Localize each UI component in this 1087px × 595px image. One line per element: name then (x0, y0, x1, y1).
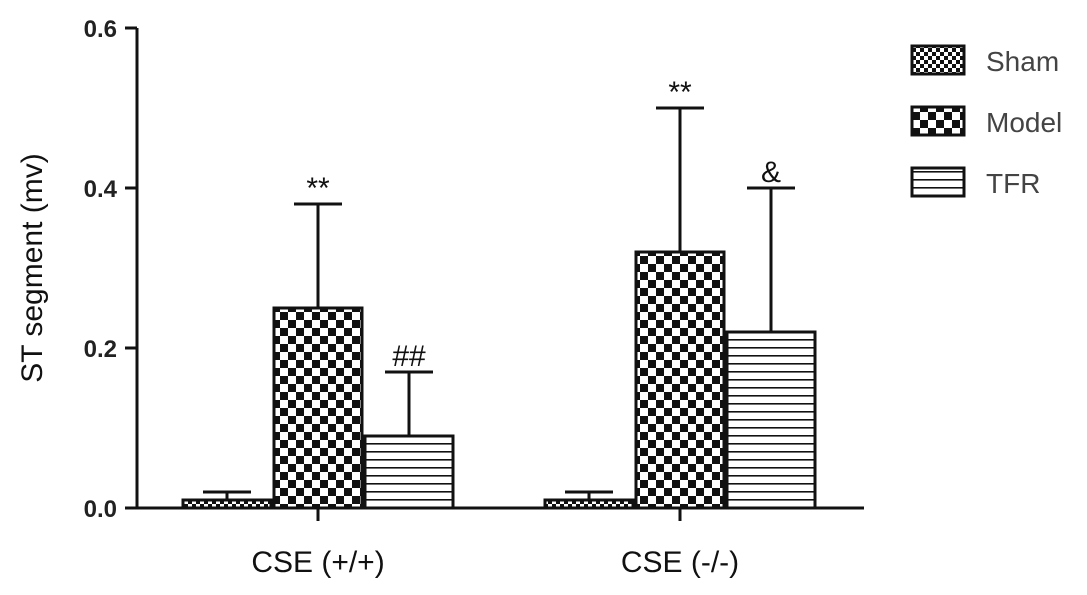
legend: Sham Model TFR (910, 44, 1062, 199)
bar (272, 306, 364, 510)
significance-label: ** (306, 172, 330, 205)
bar (725, 330, 817, 510)
significance-label: ** (668, 76, 692, 109)
bar-group (181, 490, 273, 510)
bar (363, 434, 455, 510)
legend-item: Model (910, 105, 1062, 138)
bar-group: & (725, 156, 817, 510)
y-axis-title: ST segment (mv) (16, 153, 49, 383)
y-tick-label: 0.2 (84, 336, 117, 363)
legend-swatch (910, 166, 966, 198)
bar-group: ** (272, 172, 364, 510)
y-tick-label: 0.6 (84, 16, 117, 43)
y-tick-label: 0.0 (84, 496, 117, 523)
bars: ** ## ** & (181, 76, 817, 510)
bar-group: ** (634, 76, 726, 510)
bar-group (543, 490, 635, 510)
significance-label: & (761, 156, 781, 189)
bar-group: ## (363, 340, 455, 510)
legend-swatch (910, 105, 966, 137)
x-category-label: CSE (+/+) (251, 546, 384, 579)
legend-label: Sham (986, 46, 1059, 77)
legend-swatch (910, 44, 966, 76)
legend-item: TFR (910, 166, 1040, 199)
x-axis-labels: CSE (+/+) CSE (-/-) (251, 508, 739, 579)
legend-label: TFR (986, 168, 1040, 199)
y-axis-ticks: 0.0 0.2 0.4 0.6 (84, 16, 137, 523)
significance-label: ## (392, 340, 426, 373)
legend-item: Sham (910, 44, 1059, 77)
legend-label: Model (986, 107, 1062, 138)
y-tick-label: 0.4 (84, 176, 118, 203)
axes (135, 28, 864, 510)
x-category-label: CSE (-/-) (621, 546, 739, 579)
bar (634, 250, 726, 510)
